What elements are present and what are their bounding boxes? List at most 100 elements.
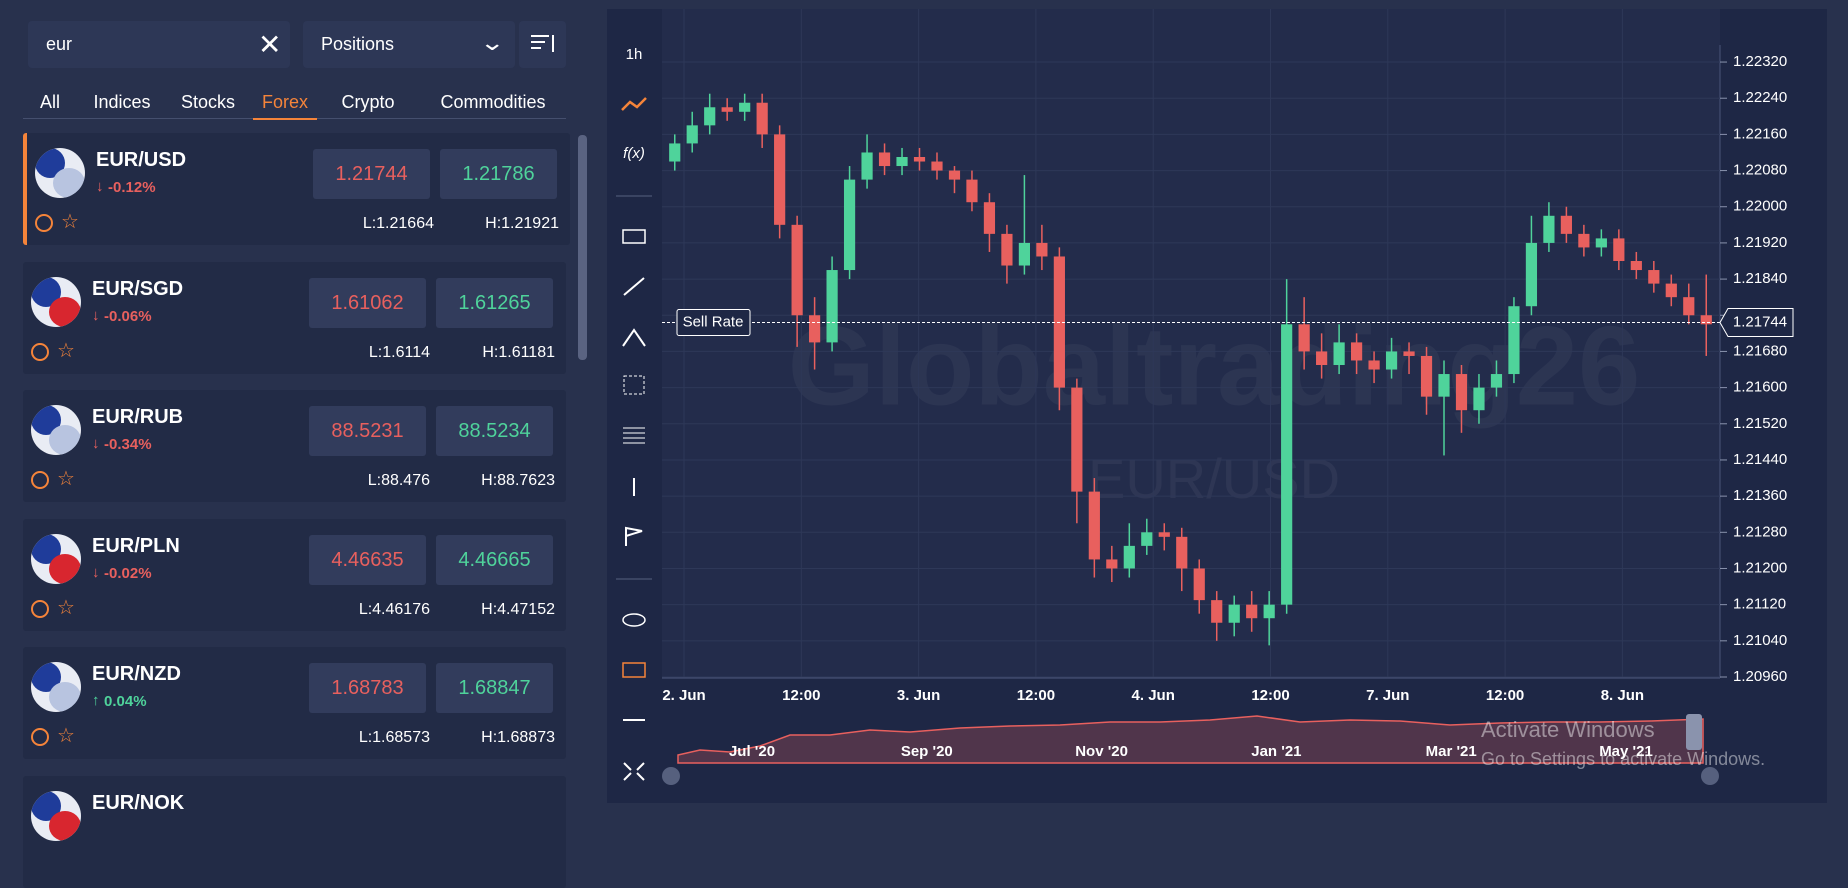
- info-button[interactable]: [31, 599, 49, 618]
- candle-body: [1420, 355, 1433, 397]
- candle-body: [1158, 532, 1170, 537]
- favorite-button[interactable]: ☆: [57, 596, 75, 619]
- clear-search[interactable]: ✕: [258, 29, 282, 60]
- buy-price[interactable]: 4.46665: [436, 534, 553, 585]
- candle-body: [843, 179, 856, 271]
- tab[interactable]: All: [39, 92, 60, 112]
- y-tick-label: 1.21600: [1733, 379, 1787, 396]
- flag-icon: [31, 662, 81, 712]
- navigator-left[interactable]: [662, 767, 680, 785]
- candle-body: [1350, 342, 1363, 361]
- instrument-row[interactable]: EUR/NOK: [23, 775, 566, 888]
- instrument-name: EUR/SGD: [92, 277, 184, 300]
- plot-area: [662, 9, 1720, 679]
- fullscreen-button[interactable]: [623, 762, 645, 781]
- sell-rate-pointer: [1719, 307, 1794, 337]
- page: Globaltrading26 EUR/USD 1h f(x) Activate…: [0, 0, 1794, 888]
- candle-body: [1700, 315, 1712, 325]
- buy-price[interactable]: 1.61265: [436, 277, 553, 328]
- buy-price[interactable]: 88.5234: [436, 406, 553, 456]
- buy-price[interactable]: 1.68847: [436, 663, 553, 713]
- candle-body: [1473, 387, 1485, 411]
- function-button[interactable]: f(x): [623, 145, 645, 162]
- sell-price[interactable]: 1.68783: [309, 663, 426, 713]
- line-chart-button[interactable]: [621, 97, 647, 111]
- flag-tool[interactable]: [625, 526, 643, 546]
- navigator-right[interactable]: [1701, 767, 1719, 785]
- instrument-row[interactable]: EUR/RUB ↓ -0.34% 88.5231 88.5234 L:88.476 H:88…: [23, 390, 566, 502]
- sort-button[interactable]: [519, 21, 566, 68]
- candle-body: [1613, 238, 1625, 261]
- candle-body: [1385, 351, 1398, 370]
- sell-price[interactable]: 1.61062: [309, 277, 426, 328]
- candle-body: [931, 161, 943, 171]
- favorite-button[interactable]: ☆: [57, 468, 75, 490]
- tab[interactable]: Crypto: [341, 92, 395, 112]
- dropdown[interactable]: Positions ⌄: [303, 21, 515, 68]
- instrument-name: EUR/NOK: [92, 791, 185, 814]
- chart-panel: Globaltrading26 EUR/USD 1h f(x) Activate…: [616, 9, 1794, 785]
- favorite-button[interactable]: ☆: [61, 211, 79, 233]
- path-tool[interactable]: [622, 328, 646, 347]
- buy-price[interactable]: 1.21786: [440, 149, 557, 199]
- sell-price[interactable]: 4.46635: [309, 534, 426, 585]
- candle-body: [686, 125, 698, 144]
- info-button[interactable]: [31, 728, 49, 746]
- candle-body: [669, 143, 681, 162]
- instrument-row[interactable]: EUR/USD ↓ -0.12% 1.21744 1.21786 L:1.21664 H:1…: [23, 133, 570, 245]
- info-button[interactable]: [31, 471, 49, 489]
- sell-price[interactable]: 88.5231: [309, 406, 426, 456]
- navigator-label: Sep '20: [901, 743, 953, 760]
- y-tick-label: 1.22080: [1733, 162, 1787, 179]
- navigator-handle[interactable]: [1686, 714, 1702, 750]
- instrument-row[interactable]: EUR/PLN ↓ -0.02% 4.46635 4.46665 L:4.46176 H:4…: [23, 518, 566, 631]
- search-box[interactable]: eur ✕: [28, 21, 290, 68]
- hide-button[interactable]: [622, 613, 646, 627]
- candle-body: [1316, 351, 1328, 365]
- instrument-row[interactable]: EUR/NZD ↑ 0.04% 1.68783 1.68847 L:1.68573 H:1.…: [23, 647, 566, 759]
- candle-body: [791, 224, 803, 316]
- tab[interactable]: Commodities: [440, 92, 546, 112]
- flag-quote: [49, 553, 81, 584]
- y-tick-label: 1.21840: [1733, 270, 1787, 287]
- navigator-label: Mar '21: [1426, 743, 1477, 760]
- candle-body: [1403, 351, 1415, 356]
- candle-body: [1263, 604, 1275, 619]
- timeframe-button[interactable]: 1h: [626, 46, 643, 63]
- info-button[interactable]: [35, 214, 53, 232]
- watermark: Globaltrading26: [788, 304, 1641, 429]
- favorite-button[interactable]: ☆: [57, 725, 75, 747]
- candle-body: [1630, 261, 1642, 271]
- indicator-button[interactable]: [622, 662, 646, 678]
- y-tick-label: 1.21520: [1733, 415, 1787, 432]
- candle-body: [1228, 604, 1240, 623]
- crosshair-tool[interactable]: [623, 375, 645, 395]
- high: H:88.7623: [481, 472, 555, 489]
- text-tool[interactable]: [622, 229, 646, 244]
- trend-arrow: ↑: [92, 692, 100, 709]
- candle-body: [983, 202, 996, 234]
- favorite-button[interactable]: ☆: [57, 339, 75, 362]
- instrument-row[interactable]: EUR/SGD ↓ -0.06% 1.61062 1.61265 L:1.6114 H:1.…: [23, 261, 566, 374]
- flag-icon: [31, 533, 81, 584]
- instrument-panel: eur ✕ Positions ⌄ All Indices Stocks Forex C…: [0, 0, 600, 888]
- candle-body: [878, 152, 891, 167]
- candle-body: [1683, 297, 1695, 316]
- flag-icon: [31, 276, 81, 327]
- y-tick-label: 1.21120: [1733, 596, 1786, 613]
- scrollbar[interactable]: [578, 135, 587, 360]
- info-button[interactable]: [31, 342, 49, 361]
- tab[interactable]: Forex: [253, 92, 317, 120]
- change: -0.34%: [104, 436, 152, 453]
- tab[interactable]: Indices: [93, 92, 151, 112]
- line-tool[interactable]: [623, 277, 645, 296]
- candle-body: [1508, 306, 1520, 375]
- tab[interactable]: Stocks: [180, 92, 236, 112]
- sell-price[interactable]: 1.21744: [313, 149, 430, 199]
- x-tick-label: 12:00: [1486, 687, 1524, 704]
- fibonacci-tool[interactable]: [623, 427, 645, 444]
- y-tick-label: 1.22000: [1733, 198, 1787, 215]
- search-query[interactable]: eur: [46, 34, 73, 54]
- candle-body: [1123, 545, 1135, 569]
- trend-arrow: ↓: [96, 178, 104, 195]
